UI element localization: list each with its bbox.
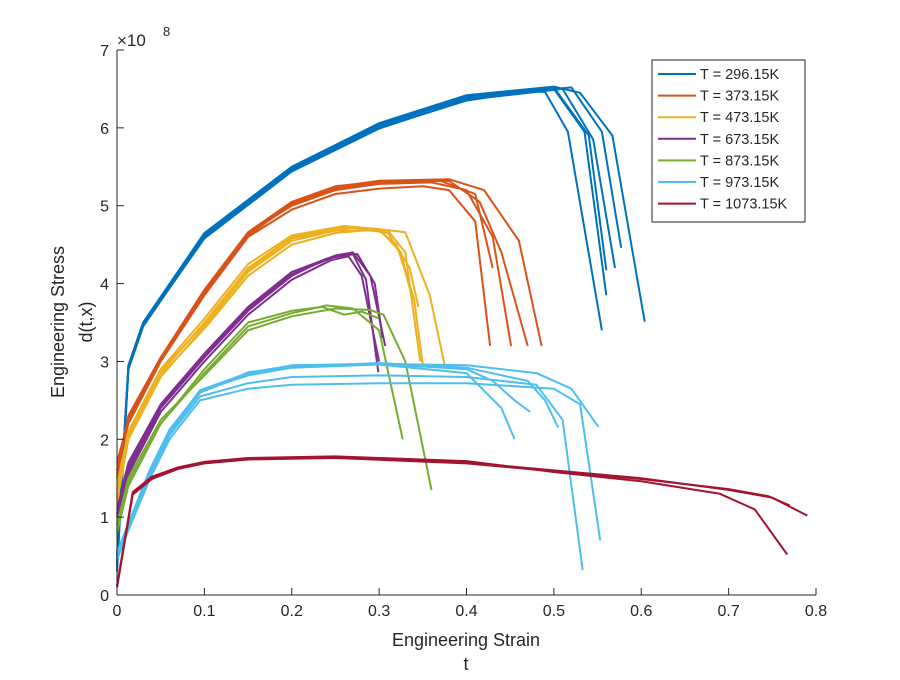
series-6-curve-0 bbox=[116, 456, 808, 588]
x-axis-label-secondary: t bbox=[463, 654, 468, 674]
y-exponent-base: ×10 bbox=[117, 31, 146, 50]
x-tick-label: 0.3 bbox=[368, 603, 390, 620]
series-5-curve-0 bbox=[116, 362, 531, 557]
y-axis-label-secondary: d(t,x) bbox=[76, 301, 96, 342]
y-tick-label: 1 bbox=[100, 510, 109, 527]
series-0-curve-0 bbox=[116, 90, 603, 572]
y-ticks: 0 1 2 3 4 5 6 7 bbox=[100, 43, 124, 605]
series-3-curve-3 bbox=[116, 253, 384, 514]
legend-label-2: T = 473.15K bbox=[700, 110, 779, 126]
legend-label-6: T = 1073.15K bbox=[700, 197, 788, 213]
x-tick-label: 0.7 bbox=[718, 603, 740, 620]
x-axis-label: Engineering Strain bbox=[392, 630, 540, 650]
series-4-curve-1 bbox=[116, 307, 433, 526]
legend-box bbox=[651, 59, 806, 223]
y-tick-label: 2 bbox=[100, 432, 109, 449]
x-tick-label: 0.6 bbox=[630, 603, 652, 620]
legend-label-4: T = 873.15K bbox=[700, 153, 779, 169]
x-tick-label: 0.5 bbox=[543, 603, 565, 620]
series-5-curve-4 bbox=[116, 382, 602, 558]
y-axis-label: Engineering Stress bbox=[48, 246, 68, 398]
y-tick-label: 3 bbox=[100, 354, 109, 371]
x-tick-label: 0.4 bbox=[455, 603, 477, 620]
x-tick-label: 0.8 bbox=[805, 603, 827, 620]
series-5-curve-2 bbox=[116, 362, 560, 561]
series-0-curve-1 bbox=[116, 87, 608, 564]
y-exponent-power: 8 bbox=[163, 24, 170, 39]
series-3-curve-2 bbox=[116, 255, 381, 526]
legend-label-5: T = 973.15K bbox=[700, 175, 779, 191]
x-tick-label: 0.1 bbox=[193, 603, 215, 620]
legend: T = 296.15K T = 373.15K T = 473.15K T = 673… bbox=[651, 59, 806, 223]
legend-label-3: T = 673.15K bbox=[700, 132, 779, 148]
series-4-curve-2 bbox=[116, 305, 380, 530]
x-tick-label: 0 bbox=[113, 603, 122, 620]
series-0-curve-3 bbox=[116, 87, 616, 568]
series-6-curve-2 bbox=[116, 457, 791, 588]
series-0-curve-5 bbox=[116, 85, 646, 557]
plot-curves bbox=[116, 85, 808, 588]
series-5-curve-3 bbox=[116, 374, 584, 571]
y-tick-label: 0 bbox=[100, 588, 109, 605]
series-1-curve-4 bbox=[116, 178, 543, 475]
series-3-curve-0 bbox=[116, 253, 380, 518]
series-2-curve-3 bbox=[116, 228, 446, 498]
x-tick-label: 0.2 bbox=[281, 603, 303, 620]
series-0-curve-4 bbox=[116, 86, 623, 561]
series-5-curve-5 bbox=[116, 362, 600, 555]
series-2-curve-4 bbox=[116, 226, 420, 491]
legend-label-1: T = 373.15K bbox=[700, 89, 779, 105]
series-2-curve-1 bbox=[116, 226, 422, 494]
series-0-curve-2 bbox=[116, 86, 608, 557]
y-tick-label: 5 bbox=[100, 199, 109, 216]
series-6-curve-1 bbox=[116, 455, 789, 586]
legend-label-0: T = 296.15K bbox=[700, 67, 779, 83]
x-ticks: 0 0.1 0.2 0.3 0.4 0.5 0.6 0.7 0.8 bbox=[113, 588, 827, 620]
series-1-curve-1 bbox=[116, 181, 513, 479]
series-4-curve-0 bbox=[116, 304, 404, 533]
series-3-curve-1 bbox=[116, 251, 387, 510]
y-tick-label: 4 bbox=[100, 277, 109, 294]
y-tick-label: 6 bbox=[100, 121, 109, 138]
y-tick-label: 7 bbox=[100, 43, 109, 60]
